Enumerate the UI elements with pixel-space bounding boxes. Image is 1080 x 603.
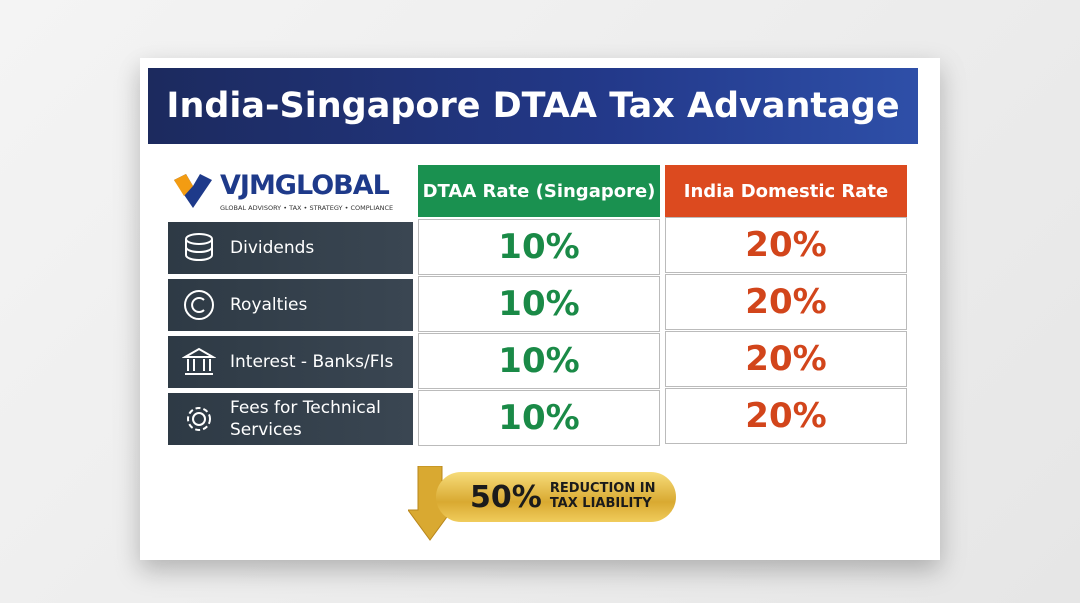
logo: VJMGLOBAL GLOBAL ADVISORY • TAX • STRATE… bbox=[172, 170, 412, 220]
dtaa-rate: 10% bbox=[418, 219, 660, 275]
domestic-rate: 20% bbox=[665, 217, 907, 273]
reduction-badge: 50% REDUCTION IN TAX LIABILITY bbox=[408, 466, 680, 546]
row-icon bbox=[187, 407, 211, 431]
row-label: Dividends bbox=[168, 222, 413, 274]
row-icon bbox=[185, 233, 213, 262]
dtaa-rate: 10% bbox=[418, 390, 660, 446]
column-header: India Domestic Rate bbox=[665, 165, 907, 217]
logo-icon bbox=[174, 174, 212, 208]
domestic-rate: 20% bbox=[665, 274, 907, 330]
domestic-rate: 20% bbox=[665, 388, 907, 444]
row-icon bbox=[184, 290, 214, 320]
infographic-card: India-Singapore DTAA Tax Advantage VJMGL… bbox=[140, 58, 940, 560]
column-header: DTAA Rate (Singapore) bbox=[418, 165, 660, 217]
badge-line: REDUCTION IN bbox=[549, 481, 656, 497]
dtaa-rate: 10% bbox=[418, 333, 660, 389]
row-label: Interest - Banks/FIs bbox=[168, 336, 413, 388]
row-label: Fees for Technical Services bbox=[168, 393, 413, 445]
row-label: Royalties bbox=[168, 279, 413, 331]
dtaa-rate: 10% bbox=[418, 276, 660, 332]
badge-text: REDUCTION IN TAX LIABILITY bbox=[549, 481, 656, 512]
domestic-rate: 20% bbox=[665, 331, 907, 387]
badge-value: 50% bbox=[470, 479, 542, 515]
badge-line: TAX LIABILITY bbox=[549, 496, 652, 511]
logo-tagline: GLOBAL ADVISORY • TAX • STRATEGY • COMPL… bbox=[220, 204, 394, 212]
logo-name: VJMGLOBAL bbox=[220, 170, 390, 201]
title: India-Singapore DTAA Tax Advantage bbox=[148, 68, 918, 144]
badge-pill: 50% REDUCTION IN TAX LIABILITY bbox=[436, 472, 676, 522]
row-icon bbox=[182, 347, 216, 375]
